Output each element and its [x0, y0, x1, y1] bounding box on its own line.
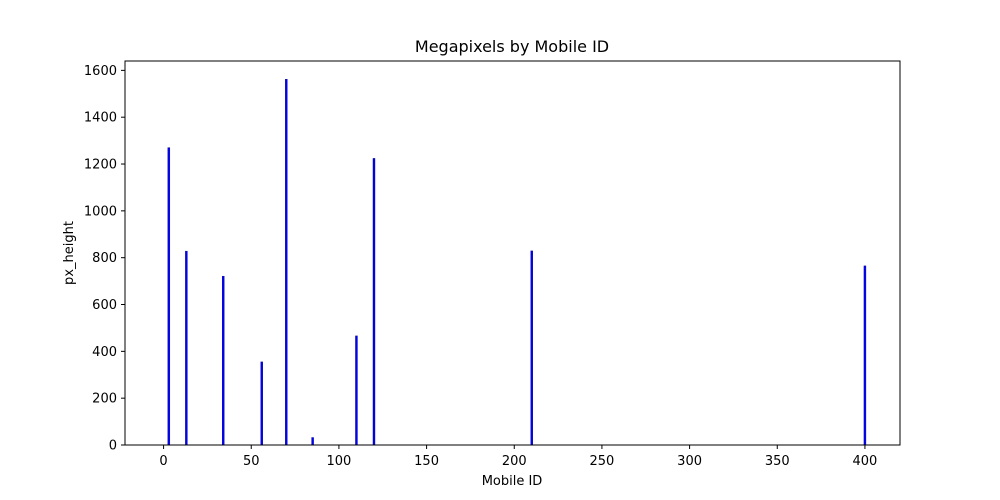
y-tick-label-0: 0: [109, 439, 117, 454]
bar-7: [372, 158, 376, 446]
y-tick-label-1000: 1000: [84, 204, 117, 219]
y-tick-label-800: 800: [92, 251, 117, 266]
y-tick-label-200: 200: [92, 392, 117, 407]
y-tick-label-1200: 1200: [84, 158, 117, 173]
y-axis-ticks: 0 200 400 600 800 1000 1200 1400 1600: [84, 64, 125, 454]
bar-1: [185, 250, 188, 446]
plot-frame: [124, 60, 901, 446]
bar-8: [530, 250, 533, 446]
y-tick-label-400: 400: [92, 345, 117, 360]
bar-2: [221, 275, 225, 446]
y-axis-label: px_height: [62, 221, 77, 285]
x-tick-label-50: 50: [243, 454, 260, 469]
x-tick-label-150: 150: [414, 454, 439, 469]
y-tick-label-600: 600: [92, 298, 117, 313]
bars-group: [167, 79, 867, 446]
bar-0: [167, 147, 171, 446]
x-tick-label-0: 0: [159, 454, 167, 469]
x-tick-label-250: 250: [590, 454, 615, 469]
bar-9: [863, 265, 867, 446]
x-tick-label-350: 350: [765, 454, 790, 469]
x-tick-label-200: 200: [502, 454, 527, 469]
chart-title: Megapixels by Mobile ID: [415, 37, 609, 56]
y-tick-label-1600: 1600: [84, 64, 117, 79]
x-tick-label-400: 400: [853, 454, 878, 469]
x-tick-label-100: 100: [326, 454, 351, 469]
bar-6: [355, 335, 358, 446]
bar-4: [285, 79, 288, 446]
y-tick-label-1400: 1400: [84, 111, 117, 126]
x-axis-ticks: 0 50 100 150 200 250 300 350 400: [159, 445, 877, 469]
bar-5: [311, 437, 314, 446]
x-tick-label-300: 300: [677, 454, 702, 469]
x-axis-label: Mobile ID: [482, 474, 543, 489]
bar-3: [260, 361, 263, 446]
